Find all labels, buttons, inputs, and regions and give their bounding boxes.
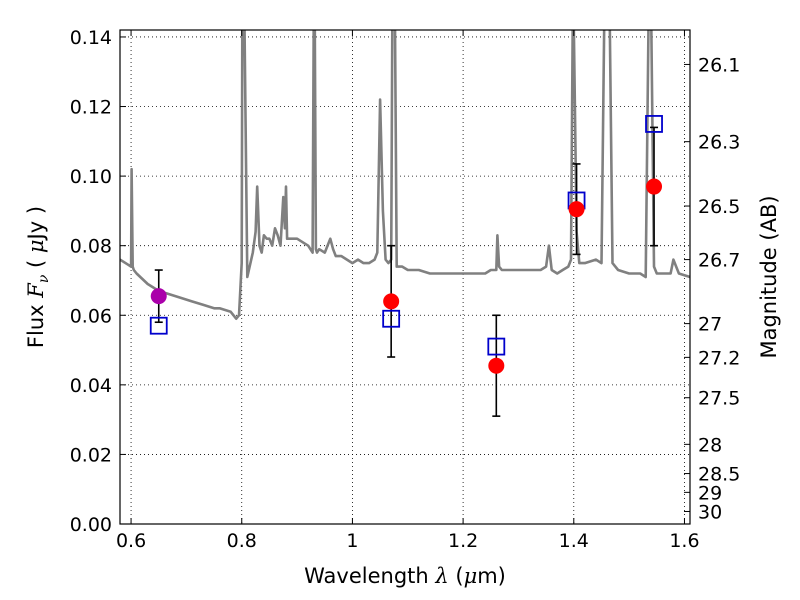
y2-tick-label: 28.5 [698,464,740,486]
observed-points [150,178,663,374]
y-tick-label: 0.12 [70,97,112,119]
y-tick-label: 0.04 [70,375,112,397]
x-tick-label: 0.6 [116,530,146,552]
y-axis-title: Flux Fν ( μJy ) [24,206,52,348]
y2-tick-label: 26.3 [698,132,740,154]
observed-point [568,201,585,218]
model-point [382,309,401,328]
observed-point [488,357,505,374]
y-tick-label: 0.08 [70,236,112,258]
y2-tick-label: 26.7 [698,250,740,272]
observed-point [150,288,167,305]
x-tick-label: 1 [346,530,358,552]
model-point [149,316,168,335]
y2-tick-label: 30 [698,501,722,523]
y2-tick-label: 27.2 [698,347,740,369]
y2-tick-label: 29 [698,482,722,504]
y2-tick-label: 28 [698,434,722,456]
observed-point [646,178,663,195]
spectrum-line [120,30,690,320]
x-axis-title: Wavelength λ (μm) [304,564,506,588]
y2-axis-title: Magnitude (AB) [757,195,781,358]
model-point [487,337,506,356]
x-tick-label: 0.8 [227,530,257,552]
y2-tick-label: 26.5 [698,196,740,218]
y2-tick-label: 27.5 [698,388,740,410]
plot-frame [119,29,691,525]
grid [120,30,690,524]
x-tick-label: 1.6 [669,530,699,552]
x-axis: 0.6 0.8 1 1.2 1.4 1.6 [116,30,700,552]
x-tick-label: 1.4 [559,530,589,552]
y-tick-label: 0.10 [70,166,112,188]
y-tick-label: 0.14 [70,27,112,49]
y-tick-label: 0.00 [70,514,112,536]
observed-point [383,293,400,310]
y-axis: 0.00 0.02 0.04 0.06 0.08 0.10 0.12 0.14 [70,27,126,536]
y2-tick-label: 26.1 [698,54,740,76]
model-point [645,115,663,133]
y-tick-label: 0.06 [70,305,112,327]
spectrum [120,30,690,320]
x-tick-label: 1.2 [448,530,478,552]
y-tick-label: 0.02 [70,444,112,466]
y2-tick-label: 27 [698,314,722,336]
